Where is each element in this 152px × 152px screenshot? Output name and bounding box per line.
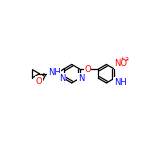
Text: NH: NH: [48, 68, 60, 77]
Text: O: O: [36, 77, 42, 86]
Text: N: N: [78, 74, 84, 83]
Text: +: +: [119, 56, 124, 61]
Text: O: O: [84, 65, 91, 74]
Text: N: N: [59, 74, 66, 83]
Text: 2: 2: [124, 57, 128, 62]
Text: NH: NH: [114, 78, 127, 87]
Text: -: -: [126, 55, 129, 64]
Text: NO: NO: [114, 59, 127, 68]
